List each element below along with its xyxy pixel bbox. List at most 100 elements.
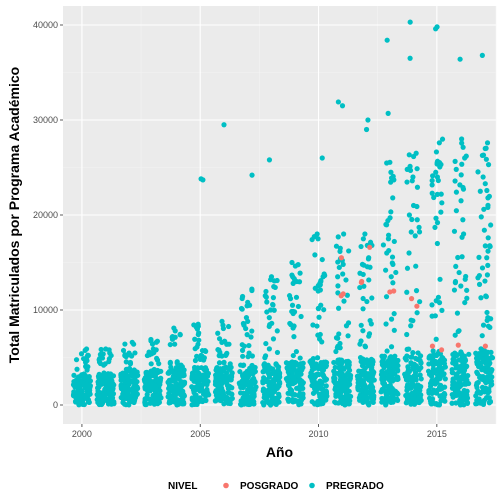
pregrado-point xyxy=(432,224,438,231)
pregrado-point xyxy=(331,359,337,366)
pregrado-point xyxy=(165,370,171,376)
pregrado-point xyxy=(387,382,393,388)
pregrado-point xyxy=(221,122,227,128)
pregrado-point xyxy=(192,336,198,342)
pregrado-point xyxy=(478,346,484,352)
pregrado-point xyxy=(346,388,352,394)
pregrado-point xyxy=(429,182,435,188)
pregrado-point xyxy=(367,264,373,270)
pregrado-point xyxy=(429,177,435,184)
pregrado-point xyxy=(385,236,392,242)
pregrado-point xyxy=(380,242,387,248)
pregrado-point xyxy=(464,287,470,293)
pregrado-point xyxy=(242,371,248,378)
pregrado-point xyxy=(453,189,460,195)
pregrado-point xyxy=(480,399,487,405)
pregrado-point xyxy=(384,250,390,256)
pregrado-point xyxy=(263,399,269,405)
pregrado-point xyxy=(358,322,364,328)
pregrado-point xyxy=(485,262,491,268)
pregrado-point xyxy=(262,353,269,359)
pregrado-point xyxy=(79,393,85,399)
pregrado-point xyxy=(192,357,199,364)
pregrado-point xyxy=(379,399,385,405)
pregrado-point xyxy=(274,328,280,334)
pregrado-point xyxy=(317,282,323,288)
pregrado-point xyxy=(464,400,471,406)
pregrado-point xyxy=(479,333,485,339)
pregrado-point xyxy=(487,399,493,405)
pregrado-point xyxy=(483,156,489,162)
pregrado-point xyxy=(290,274,296,280)
pregrado-point xyxy=(478,360,484,366)
pregrado-point xyxy=(479,265,486,271)
pregrado-point xyxy=(417,372,423,378)
pregrado-point xyxy=(360,271,366,278)
pregrado-point xyxy=(83,346,90,352)
pregrado-point xyxy=(147,351,153,357)
pregrado-point xyxy=(484,309,490,316)
pregrado-point xyxy=(78,351,85,357)
pregrado-point xyxy=(453,400,459,406)
pregrado-point xyxy=(308,373,314,379)
pregrado-point xyxy=(456,383,462,389)
pregrado-point xyxy=(287,296,294,302)
pregrado-point xyxy=(189,402,195,408)
pregrado-point xyxy=(466,351,472,357)
pregrado-point xyxy=(453,208,459,214)
pregrado-point xyxy=(366,373,372,379)
pregrado-point xyxy=(462,276,468,282)
pregrado-point xyxy=(131,398,137,404)
pregrado-point xyxy=(485,315,491,321)
pregrado-point xyxy=(295,262,301,268)
pregrado-point xyxy=(272,369,279,375)
pregrado-point xyxy=(120,347,127,354)
pregrado-point xyxy=(293,294,300,300)
pregrado-point xyxy=(194,326,200,332)
pregrado-point xyxy=(71,379,77,385)
pregrado-point xyxy=(132,350,138,356)
pregrado-point xyxy=(290,352,296,359)
pregrado-point xyxy=(225,323,232,330)
pregrado-point xyxy=(284,365,290,372)
posgrado-point xyxy=(438,347,445,353)
pregrado-point xyxy=(86,390,92,396)
pregrado-point xyxy=(390,261,396,267)
pregrado-point xyxy=(381,382,388,389)
pregrado-point xyxy=(430,348,436,354)
pregrado-point xyxy=(336,365,342,371)
pregrado-point xyxy=(169,378,175,384)
pregrado-point xyxy=(320,274,326,280)
pregrado-point xyxy=(356,368,362,374)
pregrado-point xyxy=(85,399,92,405)
pregrado-point xyxy=(265,369,271,375)
pregrado-point xyxy=(195,331,201,338)
pregrado-point xyxy=(345,320,352,326)
pregrado-point xyxy=(403,376,410,382)
pregrado-point xyxy=(246,397,252,403)
pregrado-point xyxy=(122,384,128,390)
pregrado-point xyxy=(429,390,435,396)
pregrado-point xyxy=(386,377,392,383)
pregrado-point xyxy=(412,233,418,239)
pregrado-point xyxy=(429,302,435,308)
pregrado-point xyxy=(362,343,368,349)
pregrado-point xyxy=(167,360,173,366)
pregrado-point xyxy=(142,398,148,404)
pregrado-point xyxy=(479,376,485,382)
pregrado-point xyxy=(148,361,154,367)
pregrado-point xyxy=(406,368,412,375)
pregrado-point xyxy=(263,294,269,300)
pregrado-point xyxy=(450,376,456,382)
pregrado-point xyxy=(474,390,480,396)
pregrado-point xyxy=(384,160,390,166)
pregrado-point xyxy=(403,357,409,363)
pregrado-point xyxy=(122,353,128,359)
pregrado-point xyxy=(341,298,347,304)
pregrado-point xyxy=(346,248,352,254)
posgrado-point xyxy=(455,342,461,348)
pregrado-point xyxy=(101,395,107,402)
pregrado-point xyxy=(488,222,494,228)
pregrado-point xyxy=(270,336,277,342)
pregrado-point xyxy=(485,323,492,329)
